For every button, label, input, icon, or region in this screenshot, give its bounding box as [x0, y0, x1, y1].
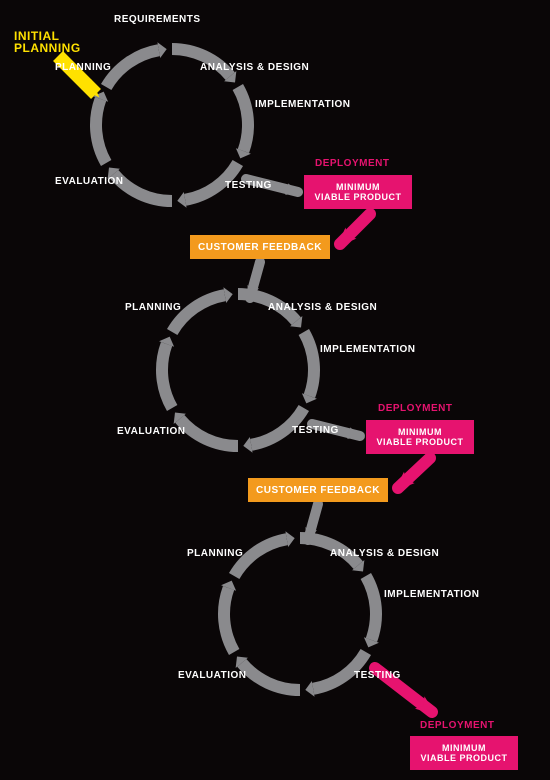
c1-testing-label: TESTING — [225, 180, 272, 191]
c2-evaluation-label: EVALUATION — [117, 426, 186, 437]
c2-testing-label: TESTING — [292, 425, 339, 436]
c2-deployment-label: DEPLOYMENT — [378, 403, 452, 414]
c2-planning-label: PLANNING — [125, 302, 181, 313]
c1-implementation-label: IMPLEMENTATION — [255, 99, 351, 110]
c3-implementation-label: IMPLEMENTATION — [384, 589, 480, 600]
c2-feedback-box: CUSTOMER FEEDBACK — [248, 478, 388, 502]
c1-feedback-box: CUSTOMER FEEDBACK — [190, 235, 330, 259]
c1-mvp-box: MINIMUMVIABLE PRODUCT — [304, 175, 412, 209]
c1-evaluation-label: EVALUATION — [55, 176, 124, 187]
c2-mvp-box: MINIMUMVIABLE PRODUCT — [366, 420, 474, 454]
diagram-stage: PLANNING ANALYSIS & DESIGN IMPLEMENTATION E… — [0, 0, 550, 780]
initial-planning-label: INITIALPLANNING — [14, 30, 81, 54]
c3-deployment-label: DEPLOYMENT — [420, 720, 494, 731]
c3-analysis-label: ANALYSIS & DESIGN — [330, 548, 439, 559]
c3-evaluation-label: EVALUATION — [178, 670, 247, 681]
c1-analysis-label: ANALYSIS & DESIGN — [200, 62, 309, 73]
c3-planning-label: PLANNING — [187, 548, 243, 559]
c1-planning-label: PLANNING — [55, 62, 111, 73]
diagram-svg — [0, 0, 550, 780]
c3-mvp-box: MINIMUMVIABLE PRODUCT — [410, 736, 518, 770]
c1-deployment-label: DEPLOYMENT — [315, 158, 389, 169]
c2-analysis-label: ANALYSIS & DESIGN — [268, 302, 377, 313]
requirements-label: REQUIREMENTS — [114, 14, 201, 25]
c3-testing-label: TESTING — [354, 670, 401, 681]
c2-implementation-label: IMPLEMENTATION — [320, 344, 416, 355]
